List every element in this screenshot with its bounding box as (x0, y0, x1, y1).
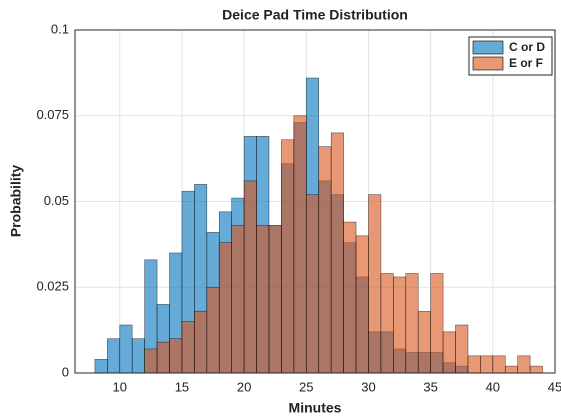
legend-swatch (472, 56, 504, 71)
x-axis-label: Minutes (289, 400, 342, 416)
bar (206, 286, 220, 374)
x-tick-label: 15 (175, 379, 189, 394)
bar (330, 132, 344, 374)
bar (380, 273, 394, 374)
y-tick-label: 0.1 (51, 21, 69, 36)
bar (355, 235, 369, 374)
bar (243, 180, 257, 374)
x-tick-label: 30 (361, 379, 375, 394)
bar (343, 221, 357, 374)
bar (405, 273, 419, 374)
bar (94, 358, 108, 374)
bar (181, 321, 195, 374)
bar (256, 225, 270, 374)
y-tick-label: 0 (62, 364, 69, 379)
y-tick-label: 0.025 (36, 279, 69, 294)
bar (131, 338, 145, 374)
plot-frame (74, 29, 556, 374)
bar (430, 273, 444, 374)
legend-label: C or D (509, 40, 545, 54)
bar (318, 146, 332, 374)
legend-label: E or F (509, 56, 543, 70)
bar (107, 338, 121, 374)
x-tick-label: 10 (113, 379, 127, 394)
chart-title: Deice Pad Time Distribution (222, 7, 408, 23)
bar (492, 355, 506, 374)
bar (268, 225, 282, 374)
x-tick-label: 20 (237, 379, 251, 394)
bar (529, 365, 543, 374)
bar (119, 324, 133, 374)
bar (417, 310, 431, 374)
y-tick-label: 0.075 (36, 107, 69, 122)
y-axis-label: Probability (8, 165, 24, 238)
legend-swatch (472, 40, 504, 55)
bar (442, 331, 456, 374)
bar (517, 355, 531, 374)
bar (305, 194, 320, 374)
x-tick-label: 40 (486, 379, 500, 394)
bar (156, 341, 170, 374)
bar (218, 242, 232, 374)
bar (455, 324, 469, 374)
bar (194, 310, 208, 374)
y-tick-label: 0.05 (44, 193, 69, 208)
bar (293, 115, 307, 374)
bar (144, 348, 158, 374)
bar (281, 139, 295, 374)
x-tick-label: 35 (423, 379, 437, 394)
bar (368, 194, 382, 374)
bar (467, 355, 481, 374)
x-tick-label: 45 (548, 379, 561, 394)
bar (231, 225, 245, 374)
bar (504, 365, 518, 374)
bar (393, 276, 407, 374)
bar (169, 338, 183, 374)
x-tick-label: 25 (299, 379, 313, 394)
bar (480, 355, 494, 374)
